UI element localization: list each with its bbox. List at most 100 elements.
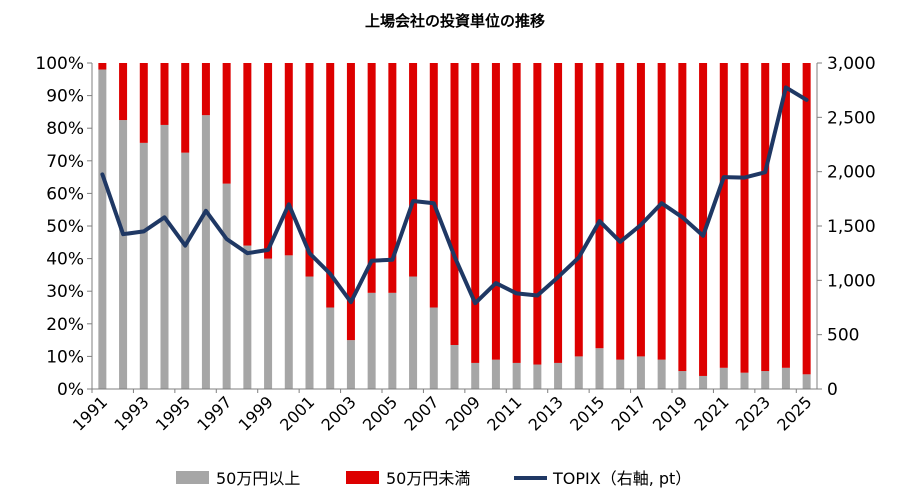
bar-2001-under-500k	[305, 63, 314, 277]
topix-point-2019	[680, 215, 684, 219]
y-left-tick-label: 10%	[46, 347, 84, 367]
topix-point-2013	[556, 275, 560, 279]
bar-2015-under-500k	[595, 63, 604, 349]
y-left-tick-label: 50%	[46, 217, 84, 237]
bar-2022-under-500k	[740, 63, 749, 373]
bar-1997-under-500k	[222, 63, 231, 184]
topix-point-2011	[515, 291, 519, 295]
y-right-tick-label: 2,500	[827, 108, 876, 128]
x-tick-label: 1997	[193, 392, 235, 434]
line-layer	[100, 85, 809, 306]
bar-2024-over-500k	[781, 367, 790, 389]
topix-point-2018	[660, 201, 664, 205]
bar-2007-over-500k	[429, 307, 438, 389]
y-left-tick-label: 30%	[46, 282, 84, 302]
bar-2002-under-500k	[326, 63, 335, 308]
bar-1994-over-500k	[160, 124, 169, 389]
chart-title: 上場会社の投資単位の推移	[365, 12, 545, 30]
legend-label-over-500k: 50万円以上	[216, 469, 300, 488]
y-left-tick-label: 80%	[46, 119, 84, 139]
bar-1999-over-500k	[264, 258, 273, 389]
bar-2023-over-500k	[761, 371, 770, 389]
y-right-tick-label: 1,000	[827, 271, 876, 291]
topix-point-2014	[577, 256, 581, 260]
x-tick-label: 2017	[608, 392, 650, 434]
topix-point-2005	[390, 258, 394, 262]
topix-point-1997	[225, 237, 229, 241]
bar-1992-under-500k	[119, 63, 128, 121]
bar-1991-under-500k	[98, 63, 107, 70]
legend-swatch-over-500k	[176, 471, 209, 484]
bar-1999-under-500k	[264, 63, 273, 259]
bar-2015-over-500k	[595, 348, 604, 389]
y-left-tick-label: 60%	[46, 184, 84, 204]
topix-point-1994	[163, 215, 166, 219]
topix-point-1999	[266, 248, 270, 252]
bar-1991-over-500k	[98, 69, 107, 390]
topix-point-1993	[142, 229, 146, 233]
bar-2005-under-500k	[388, 63, 397, 293]
bar-2023-under-500k	[761, 63, 770, 372]
bar-2006-under-500k	[409, 63, 418, 277]
y-right-tick-label: 0	[827, 380, 838, 400]
topix-point-2012	[535, 294, 539, 298]
bar-2000-under-500k	[284, 63, 293, 256]
bar-2016-under-500k	[616, 63, 625, 360]
x-tick-label: 2015	[566, 392, 608, 434]
bar-2007-under-500k	[429, 63, 438, 308]
topix-point-1992	[121, 232, 125, 236]
x-tick-label: 2009	[442, 392, 484, 434]
bar-2016-over-500k	[616, 359, 625, 389]
bar-2001-over-500k	[305, 276, 314, 389]
x-tick-label: 1995	[152, 392, 194, 434]
bar-2017-over-500k	[636, 356, 645, 389]
y-left-tick-label: 70%	[46, 152, 84, 172]
bar-2009-under-500k	[471, 63, 480, 363]
bar-2010-under-500k	[491, 63, 500, 360]
bar-1995-over-500k	[181, 152, 190, 389]
y-left-tick-label: 100%	[35, 54, 84, 74]
topix-point-2001	[308, 251, 311, 255]
bar-2018-over-500k	[657, 359, 666, 389]
y-right-tick-label: 3,000	[827, 54, 876, 74]
x-tick-label: 2025	[773, 392, 815, 434]
bar-2018-under-500k	[657, 63, 666, 360]
topix-point-2008	[453, 254, 456, 258]
bar-1993-under-500k	[139, 63, 148, 143]
bar-2024-under-500k	[781, 63, 790, 368]
bar-1994-under-500k	[160, 63, 169, 125]
x-tick-label: 1993	[110, 392, 152, 434]
bar-1995-under-500k	[181, 63, 190, 153]
x-tick-label: 2001	[276, 392, 318, 434]
bar-1997-over-500k	[222, 183, 231, 389]
legend-swatch-under-500k	[346, 471, 379, 484]
bar-2019-over-500k	[678, 371, 687, 389]
bar-2014-over-500k	[574, 356, 583, 389]
bar-2003-under-500k	[346, 63, 355, 341]
bar-2004-over-500k	[367, 292, 376, 389]
y-left-tick-label: 40%	[46, 250, 84, 270]
bar-2011-over-500k	[512, 362, 521, 389]
legend-label-under-500k: 50万円未満	[386, 469, 470, 488]
bar-2010-over-500k	[491, 359, 500, 389]
topix-point-1991	[100, 172, 104, 176]
bar-1996-over-500k	[201, 115, 210, 389]
topix-point-2006	[411, 199, 415, 203]
y-left-tick-label: 0%	[57, 380, 84, 400]
bar-2008-under-500k	[450, 63, 459, 345]
x-tick-label: 2005	[359, 392, 401, 434]
bar-2012-over-500k	[533, 364, 542, 389]
bar-1992-over-500k	[119, 120, 128, 390]
bar-2002-over-500k	[326, 307, 335, 389]
topix-point-2004	[370, 259, 374, 263]
x-tick-label: 2021	[690, 392, 732, 434]
bar-2003-over-500k	[346, 340, 355, 389]
topix-point-2000	[287, 202, 291, 206]
topix-point-2022	[743, 176, 746, 180]
topix-point-2024	[784, 85, 788, 89]
bar-1998-under-500k	[243, 63, 252, 246]
topix-point-2010	[494, 281, 498, 285]
x-tick-label: 2019	[649, 392, 691, 434]
topix-point-2015	[598, 219, 601, 223]
